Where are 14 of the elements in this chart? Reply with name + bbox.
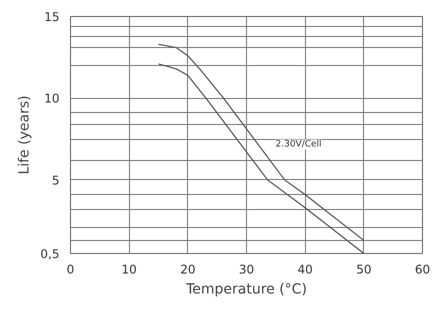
y-tick-label: 0,5 (40, 247, 60, 261)
y-tick-label: 10 (44, 92, 60, 106)
y-tick-label: 15 (44, 10, 60, 24)
annotation: 2.30V/Cell (276, 140, 322, 150)
x-tick-label: 0 (66, 262, 74, 276)
x-tick-label: 30 (238, 262, 254, 276)
x-tick-label: 10 (122, 262, 137, 276)
x-tick-label: 40 (298, 262, 313, 276)
x-axis-title: Temperature (°C) (185, 282, 307, 298)
y-axis-title: Life (years) (16, 95, 32, 175)
x-tick-label: 50 (356, 262, 372, 276)
x-tick-label: 60 (414, 262, 430, 276)
x-tick-label: 20 (180, 262, 196, 276)
y-tick-label: 5 (52, 173, 60, 188)
